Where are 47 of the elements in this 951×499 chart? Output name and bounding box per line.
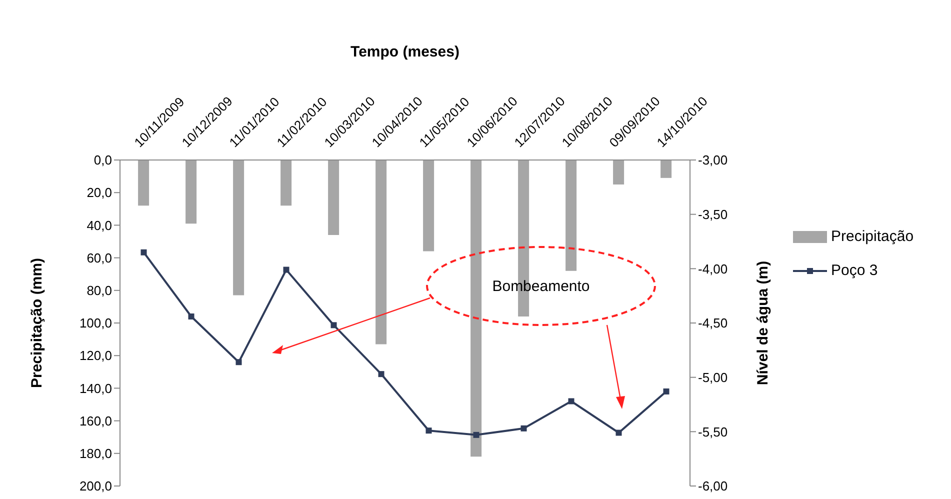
y2-tick-label: -3,50 bbox=[698, 206, 728, 222]
y-tick-label: 120,0 bbox=[79, 348, 112, 364]
y2-tick-label: -5,50 bbox=[698, 424, 728, 440]
x-axis-title: Tempo (meses) bbox=[350, 44, 460, 61]
bar bbox=[376, 160, 387, 344]
bar bbox=[186, 160, 197, 224]
point bbox=[378, 371, 384, 378]
y-tick-label: 40,0 bbox=[86, 218, 112, 233]
y-tick-label: 0,0 bbox=[94, 152, 112, 168]
y2-tick-label: -4,00 bbox=[698, 261, 728, 276]
point bbox=[616, 430, 622, 436]
annotation: Bombeamento bbox=[492, 278, 590, 295]
y2-tick-label: -3,00 bbox=[698, 152, 728, 168]
y-tick-label: 60,0 bbox=[86, 250, 112, 266]
point bbox=[140, 249, 147, 256]
y2-tick-label: -6,00 bbox=[698, 478, 728, 494]
y-tick-label: 80,0 bbox=[86, 283, 112, 298]
point bbox=[520, 425, 527, 432]
point bbox=[473, 432, 480, 438]
point bbox=[283, 266, 290, 273]
y-tick-label: 20,0 bbox=[86, 185, 112, 200]
y2-axis-title: Nível de água (m) bbox=[754, 260, 772, 386]
point bbox=[568, 398, 574, 404]
legend-label: Precipitação bbox=[831, 226, 914, 246]
bar bbox=[280, 160, 292, 206]
point bbox=[426, 428, 432, 434]
bar bbox=[470, 160, 482, 457]
y-tick-label: 160,0 bbox=[79, 413, 112, 428]
bar bbox=[423, 160, 434, 252]
y-tick-label: 180,0 bbox=[79, 446, 112, 462]
point bbox=[330, 322, 337, 328]
bar bbox=[233, 160, 244, 296]
legend-label: Poço 3 bbox=[831, 260, 878, 280]
point bbox=[236, 359, 242, 366]
point bbox=[663, 388, 670, 394]
y2-tick-label: -4,50 bbox=[698, 316, 728, 331]
bar bbox=[613, 160, 624, 184]
bar bbox=[328, 160, 340, 235]
bar bbox=[566, 160, 577, 271]
y-axis-title: Precipitação (mm) bbox=[28, 258, 46, 388]
bar bbox=[138, 160, 150, 206]
y-tick-label: 200,0 bbox=[79, 478, 112, 494]
y-tick-label: 140,0 bbox=[79, 380, 112, 396]
point bbox=[188, 313, 194, 320]
bar bbox=[660, 160, 672, 178]
y-tick-label: 100,0 bbox=[79, 316, 112, 331]
y2-tick-label: -5,00 bbox=[698, 370, 728, 385]
